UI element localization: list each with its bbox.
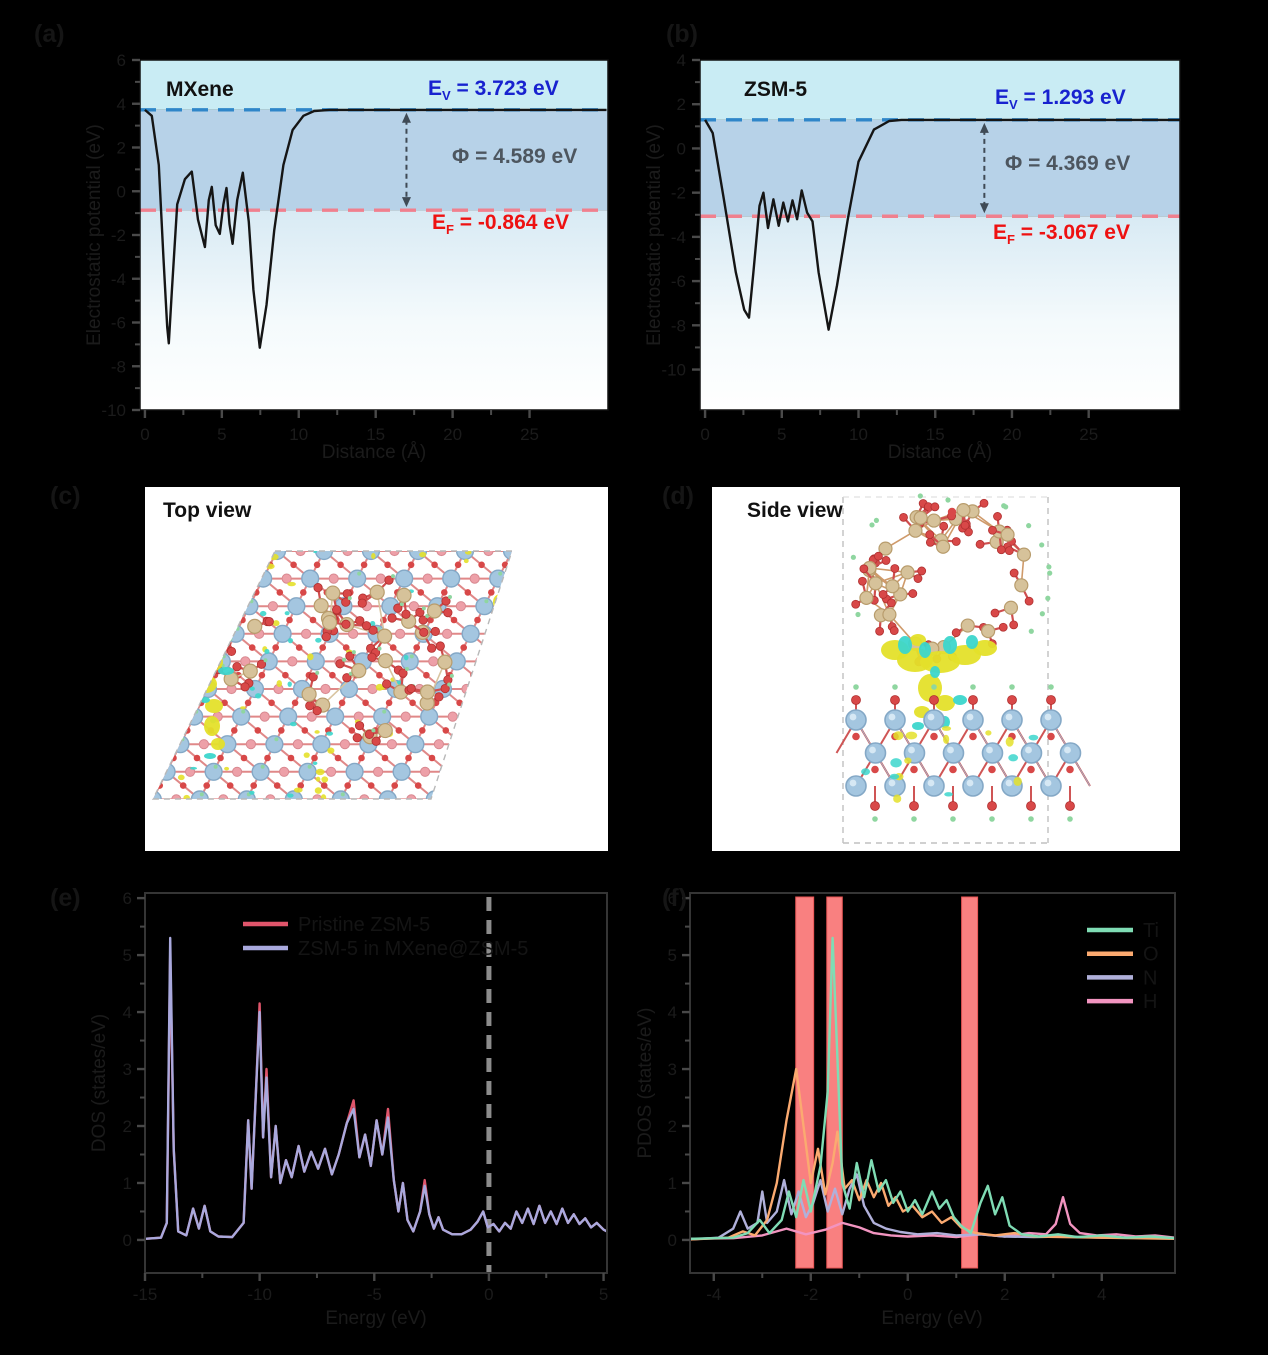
y-axis-label-pdos: PDOS (states/eV) xyxy=(635,1007,656,1159)
svg-text:25: 25 xyxy=(1079,425,1098,444)
mxene-title: MXene xyxy=(166,78,234,101)
svg-text:2: 2 xyxy=(677,95,686,114)
svg-text:-4: -4 xyxy=(111,270,126,289)
svg-text:-15: -15 xyxy=(133,1285,158,1304)
top-view-panel xyxy=(145,487,608,851)
svg-text:-4: -4 xyxy=(706,1285,721,1304)
svg-text:10: 10 xyxy=(289,425,308,444)
svg-text:6: 6 xyxy=(117,51,126,70)
svg-text:Ti: Ti xyxy=(1143,920,1159,942)
svg-text:20: 20 xyxy=(443,425,462,444)
svg-text:-10: -10 xyxy=(661,361,686,380)
svg-text:-6: -6 xyxy=(671,272,686,291)
svg-text:-8: -8 xyxy=(671,316,686,335)
svg-text:0: 0 xyxy=(484,1285,493,1304)
svg-text:-10: -10 xyxy=(101,401,126,420)
svg-text:0: 0 xyxy=(668,1231,677,1250)
y-axis-label-zsm5: Electrostatic potential (eV) xyxy=(644,124,665,346)
svg-text:ZSM-5 in MXene@ZSM-5: ZSM-5 in MXene@ZSM-5 xyxy=(298,938,528,960)
svg-text:Pristine ZSM-5: Pristine ZSM-5 xyxy=(298,914,430,936)
svg-text:0: 0 xyxy=(140,425,149,444)
svg-text:4: 4 xyxy=(123,1003,132,1022)
svg-text:5: 5 xyxy=(777,425,786,444)
svg-text:-10: -10 xyxy=(247,1285,272,1304)
ef-annotation-mxene: EF = -0.864 eV xyxy=(432,211,569,238)
svg-text:0: 0 xyxy=(903,1285,912,1304)
svg-text:3: 3 xyxy=(668,1060,677,1079)
svg-text:2: 2 xyxy=(668,1117,677,1136)
svg-text:2: 2 xyxy=(123,1117,132,1136)
x-axis-label-pdos: Energy (eV) xyxy=(881,1308,983,1329)
svg-text:-2: -2 xyxy=(671,184,686,203)
svg-text:4: 4 xyxy=(668,1003,677,1022)
panel-letter-a: (a) xyxy=(34,20,65,48)
svg-text:20: 20 xyxy=(1003,425,1022,444)
svg-text:10: 10 xyxy=(849,425,868,444)
svg-text:6: 6 xyxy=(123,889,132,908)
workfunction-annotation-mxene: Φ = 4.589 eV xyxy=(452,145,578,168)
zsm5-title: ZSM-5 xyxy=(744,78,807,101)
ef-annotation-zsm5: EF = -3.067 eV xyxy=(993,221,1130,248)
panel-letter-f: (f) xyxy=(662,884,687,912)
panel-letter-c: (c) xyxy=(50,482,81,510)
x-axis-label-zsm5: Distance (Å) xyxy=(887,442,993,463)
svg-text:2: 2 xyxy=(1000,1285,1009,1304)
svg-text:1: 1 xyxy=(668,1174,677,1193)
side-view-panel xyxy=(712,487,1180,851)
top-view-title: Top view xyxy=(163,499,252,522)
y-axis-label-dos: DOS (states/eV) xyxy=(89,1013,110,1153)
x-axis-label-dos: Energy (eV) xyxy=(325,1308,427,1329)
svg-text:-2: -2 xyxy=(111,226,126,245)
panel-letter-e: (e) xyxy=(50,884,81,912)
svg-text:0: 0 xyxy=(123,1231,132,1250)
svg-text:4: 4 xyxy=(117,95,126,114)
svg-text:3: 3 xyxy=(123,1060,132,1079)
svg-text:4: 4 xyxy=(1097,1285,1106,1304)
svg-text:-2: -2 xyxy=(803,1285,818,1304)
svg-text:5: 5 xyxy=(599,1285,608,1304)
x-axis-label-mxene: Distance (Å) xyxy=(321,442,427,463)
svg-text:-5: -5 xyxy=(367,1285,382,1304)
svg-text:5: 5 xyxy=(668,946,677,965)
panel-letter-b: (b) xyxy=(666,20,698,48)
svg-text:H: H xyxy=(1143,991,1157,1013)
svg-text:-4: -4 xyxy=(671,228,686,247)
workfunction-annotation-zsm5: Φ = 4.369 eV xyxy=(1005,152,1131,175)
ev-annotation-zsm5: EV = 1.293 eV xyxy=(995,86,1126,113)
svg-text:O: O xyxy=(1143,944,1159,966)
svg-text:5: 5 xyxy=(217,425,226,444)
svg-text:1: 1 xyxy=(123,1174,132,1193)
svg-text:5: 5 xyxy=(123,946,132,965)
svg-text:N: N xyxy=(1143,967,1157,989)
svg-text:-8: -8 xyxy=(111,357,126,376)
y-axis-label-mxene: Electrostatic potential (eV) xyxy=(84,124,105,346)
svg-text:25: 25 xyxy=(520,425,539,444)
svg-text:0: 0 xyxy=(677,139,686,158)
panel-letter-d: (d) xyxy=(662,482,694,510)
svg-text:0: 0 xyxy=(117,182,126,201)
svg-text:0: 0 xyxy=(700,425,709,444)
svg-text:-6: -6 xyxy=(111,314,126,333)
ev-annotation-mxene: EV = 3.723 eV xyxy=(428,77,559,104)
svg-text:2: 2 xyxy=(117,139,126,158)
side-view-title: Side view xyxy=(747,499,843,522)
svg-text:4: 4 xyxy=(677,51,686,70)
